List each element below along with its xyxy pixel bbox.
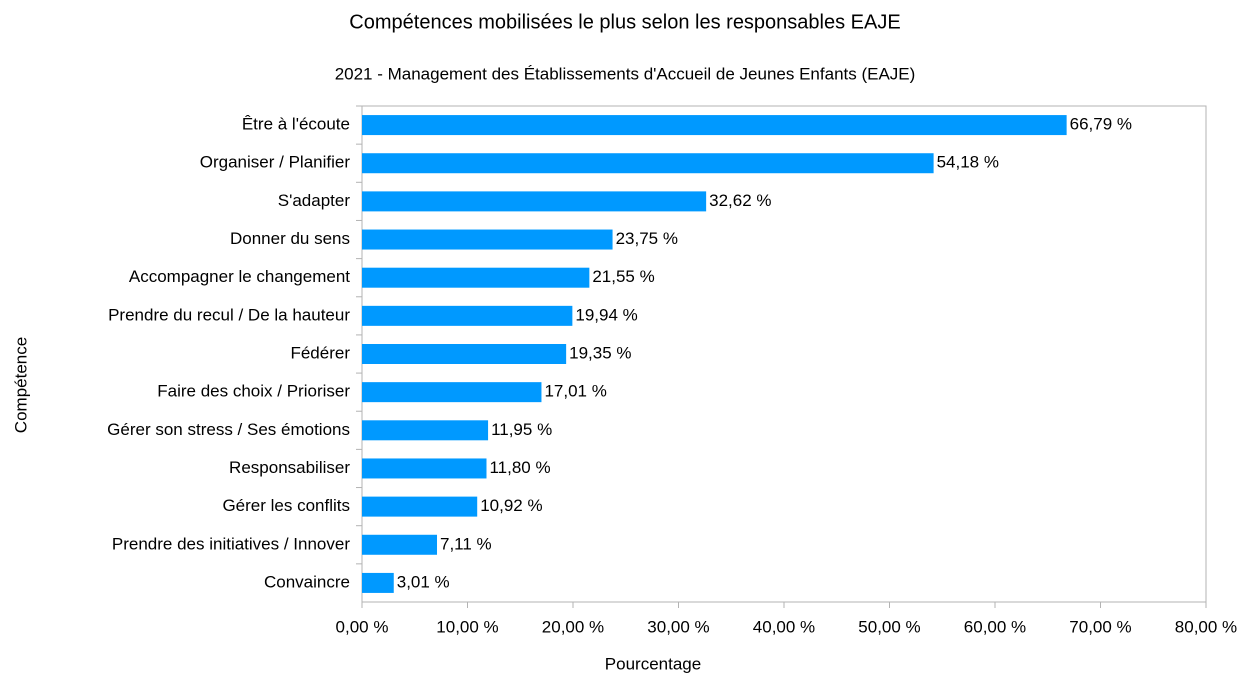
y-tick-label: Convaincre <box>264 572 350 591</box>
y-axis-title: Compétence <box>11 337 30 433</box>
value-label: 10,92 % <box>480 496 542 515</box>
bar <box>362 115 1067 136</box>
y-tick-label: Organiser / Planifier <box>200 153 351 172</box>
value-label: 11,80 % <box>489 458 550 477</box>
bar <box>362 191 707 212</box>
y-tick-label: Donner du sens <box>230 229 350 248</box>
bar <box>362 382 542 403</box>
y-tick-label: Fédérer <box>290 343 350 362</box>
bar <box>362 267 590 288</box>
value-label: 21,55 % <box>592 267 654 286</box>
chart-title: Compétences mobilisées le plus selon les… <box>349 11 900 33</box>
y-tick-label: Prendre du recul / De la hauteur <box>108 305 350 324</box>
value-label: 66,79 % <box>1070 115 1132 134</box>
x-tick-label: 40,00 % <box>753 617 815 636</box>
y-tick-label: Faire des choix / Prioriser <box>157 382 350 401</box>
bar <box>362 534 438 555</box>
bar <box>362 572 394 593</box>
value-label: 23,75 % <box>616 229 678 248</box>
value-label: 11,95 % <box>491 420 552 439</box>
bar <box>362 229 613 250</box>
x-tick-label: 70,00 % <box>1069 617 1131 636</box>
y-tick-label: S'adapter <box>278 191 351 210</box>
x-tick-label: 60,00 % <box>964 617 1026 636</box>
value-label: 54,18 % <box>937 153 999 172</box>
bar <box>362 458 487 479</box>
y-tick-label: Gérer les conflits <box>222 496 350 515</box>
bar <box>362 344 567 364</box>
bar <box>362 305 573 326</box>
x-tick-label: 80,00 % <box>1175 617 1237 636</box>
x-tick-label: 0,00 % <box>336 617 389 636</box>
bar <box>362 153 934 174</box>
x-tick-label: 10,00 % <box>436 617 498 636</box>
y-tick-label: Accompagner le changement <box>129 267 350 286</box>
value-label: 32,62 % <box>709 191 771 210</box>
y-tick-label: Être à l'écoute <box>242 115 350 134</box>
value-label: 17,01 % <box>544 382 606 401</box>
x-tick-label: 20,00 % <box>542 617 604 636</box>
y-tick-label: Gérer son stress / Ses émotions <box>107 420 350 439</box>
y-tick-label: Responsabiliser <box>229 458 350 477</box>
bar <box>362 420 489 441</box>
x-tick-label: 50,00 % <box>858 617 920 636</box>
value-label: 7,11 % <box>440 534 492 553</box>
value-label: 19,35 % <box>569 343 631 362</box>
value-label: 19,94 % <box>575 305 637 324</box>
x-tick-label: 30,00 % <box>647 617 709 636</box>
chart-subtitle: 2021 - Management des Établissements d'A… <box>335 64 916 83</box>
y-tick-label: Prendre des initiatives / Innover <box>112 534 350 553</box>
bar <box>362 496 478 517</box>
value-label: 3,01 % <box>397 572 450 591</box>
x-axis-title: Pourcentage <box>605 654 701 673</box>
